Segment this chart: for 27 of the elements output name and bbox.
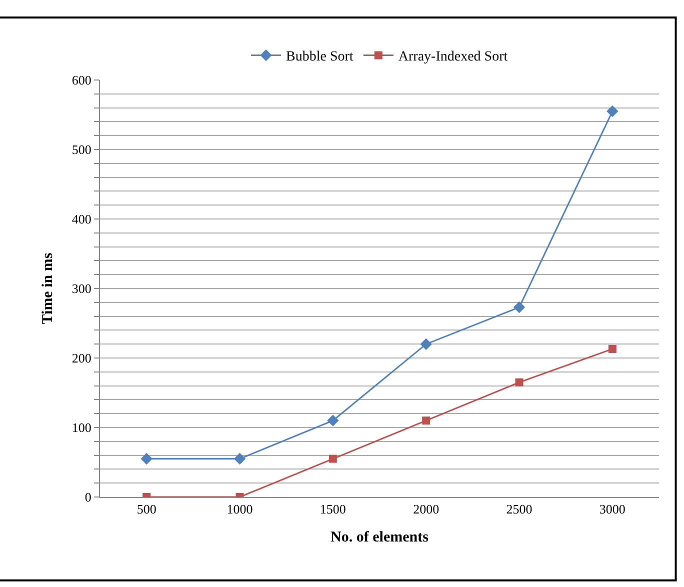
x-axis-title: No. of elements bbox=[330, 530, 429, 546]
y-tick-label: 400 bbox=[72, 212, 92, 227]
point bbox=[422, 416, 430, 425]
y-tick-label: 0 bbox=[84, 490, 92, 505]
y-tick-label: 300 bbox=[72, 281, 92, 296]
y-tick-label: 600 bbox=[72, 72, 92, 88]
legend-label: Bubble Sort bbox=[286, 50, 354, 65]
point bbox=[606, 105, 618, 118]
y-tick-label: 200 bbox=[72, 350, 92, 366]
point bbox=[327, 414, 339, 426]
x-tick-label: 2500 bbox=[506, 502, 532, 517]
point bbox=[420, 338, 432, 350]
point bbox=[140, 452, 152, 465]
point bbox=[515, 378, 524, 386]
point bbox=[328, 454, 337, 463]
point bbox=[608, 344, 616, 353]
y-axis-title: Time in ms bbox=[40, 252, 56, 324]
point bbox=[234, 452, 246, 465]
x-tick-label: 1000 bbox=[226, 502, 253, 517]
x-tick-label: 500 bbox=[136, 502, 156, 517]
x-tick-label: 3000 bbox=[599, 502, 626, 517]
x-tick-label: 2000 bbox=[413, 502, 440, 517]
legend-label: Array-Indexed Sort bbox=[398, 50, 508, 65]
y-tick-label: 500 bbox=[72, 142, 92, 158]
point bbox=[513, 301, 526, 314]
x-tick-label: 1500 bbox=[320, 502, 346, 517]
y-tick-label: 100 bbox=[72, 420, 92, 436]
